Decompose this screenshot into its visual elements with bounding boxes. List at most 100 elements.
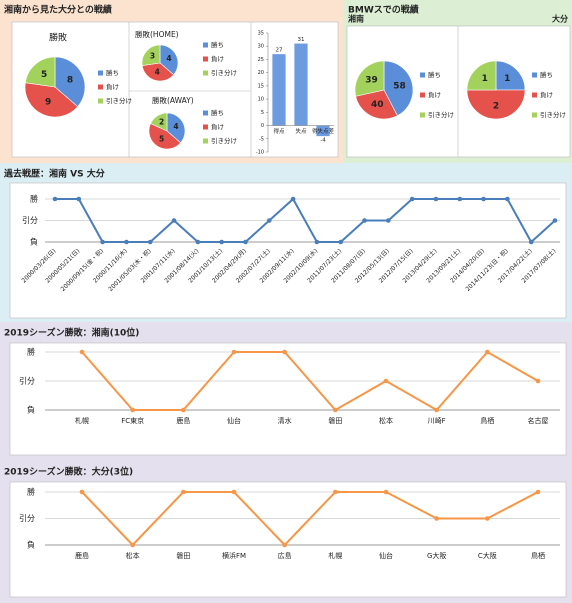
panel-title: 2019シーズン勝敗：湘南(10位) [4, 327, 139, 339]
x-tick-label: 得点 [273, 127, 285, 135]
x-tick-label: 広島 [278, 551, 292, 560]
pie-slice [24, 56, 56, 88]
data-point [231, 489, 237, 495]
legend-swatch [203, 70, 208, 76]
data-label: 2 [159, 118, 164, 127]
data-point [434, 516, 439, 521]
data-point [314, 239, 320, 245]
data-label: 5 [41, 70, 47, 80]
y-tick-label: 勝 [30, 194, 38, 204]
data-point [333, 407, 338, 413]
data-point [282, 542, 287, 548]
y-tick-label: 10 [258, 97, 264, 103]
y-tick-label: 30 [258, 44, 264, 50]
x-tick-label: 清水 [278, 416, 292, 425]
legend-label: 勝ち [540, 70, 553, 79]
x-tick-label: 鹿島 [176, 416, 190, 425]
data-point [219, 239, 224, 245]
chart-box [9, 342, 567, 456]
panel-title: 湘南から見た大分との戦績 [4, 4, 112, 16]
legend-swatch [203, 124, 208, 130]
pie-slice [495, 60, 526, 91]
bar [272, 54, 286, 126]
data-point [383, 378, 389, 384]
legend-label: 引き分け [428, 110, 454, 119]
x-tick-label: 松本 [126, 551, 140, 560]
data-label: 8 [67, 76, 73, 86]
legend-swatch [532, 72, 537, 78]
x-tick-label: 鹿島 [75, 551, 89, 560]
data-point [433, 196, 439, 202]
y-tick-label: -10 [256, 150, 264, 156]
x-tick-label: 川崎F [428, 416, 446, 425]
data-point [124, 239, 129, 245]
x-tick-label: 磐田 [176, 551, 190, 560]
x-tick-label: C大阪 [478, 551, 497, 560]
y-tick-label: 5 [261, 110, 264, 116]
data-label: 58 [393, 82, 406, 92]
y-tick-label: 引分 [19, 377, 35, 386]
x-tick-label: 松本 [379, 416, 393, 425]
chart-title: 湘南 [348, 14, 364, 24]
data-point [552, 218, 558, 223]
x-tick-label: 鳥栖 [531, 551, 545, 560]
y-tick-label: 負 [27, 540, 35, 550]
data-line [81, 350, 539, 412]
legend-label: 負け [211, 54, 224, 63]
data-point [76, 196, 82, 202]
y-tick-label: 勝 [27, 347, 35, 357]
panel-title: 2019シーズン勝敗：大分(3位) [4, 466, 133, 478]
data-point [243, 239, 248, 245]
x-tick-label: 札幌 [75, 416, 89, 425]
data-point [100, 239, 105, 245]
x-tick-label: 仙台 [227, 416, 241, 425]
data-label: 5 [159, 134, 164, 143]
pie-slice [54, 56, 86, 108]
x-tick-label: 失点 [295, 127, 307, 135]
data-label: 3 [150, 52, 155, 61]
y-tick-label: 20 [258, 70, 264, 76]
data-point [79, 349, 85, 355]
data-point [383, 489, 389, 495]
data-point [535, 378, 541, 384]
data-label: 39 [365, 76, 378, 86]
data-point [147, 239, 153, 245]
data-point [338, 239, 344, 245]
data-point [409, 196, 415, 202]
legend-label: 負け [106, 82, 119, 91]
data-point [505, 196, 510, 202]
data-point [130, 542, 135, 548]
data-point [79, 489, 85, 495]
legend-label: 負け [428, 90, 441, 99]
data-point [266, 218, 272, 223]
x-tick-label: FC東京 [121, 416, 144, 425]
x-tick-label: 札幌 [328, 551, 342, 560]
legend-label: 負け [211, 122, 224, 131]
chart-title: 勝敗(HOME) [135, 29, 179, 39]
data-point [485, 516, 490, 521]
data-point [290, 196, 296, 202]
pie-slice [466, 60, 497, 91]
x-tick-label: 磐田 [328, 416, 342, 425]
pie-slice [166, 112, 186, 144]
data-label: 1 [482, 74, 488, 84]
y-tick-label: -5 [259, 136, 264, 142]
data-point [181, 407, 186, 413]
pie-slice [383, 60, 414, 117]
data-point [231, 349, 237, 355]
legend-swatch [532, 92, 537, 98]
bar [294, 43, 308, 126]
pie-slice [159, 44, 179, 76]
pie-slice [466, 89, 526, 120]
chart-title: 勝敗 [49, 32, 67, 44]
y-tick-label: 引分 [22, 216, 38, 225]
data-point [52, 196, 58, 202]
data-label: 4 [155, 67, 160, 76]
chart-title: 大分 [552, 14, 568, 24]
legend-label: 勝ち [211, 108, 224, 117]
legend-label: 勝ち [211, 40, 224, 49]
legend-label: 負け [540, 90, 553, 99]
data-label: -4 [320, 138, 326, 144]
legend-swatch [420, 112, 425, 118]
